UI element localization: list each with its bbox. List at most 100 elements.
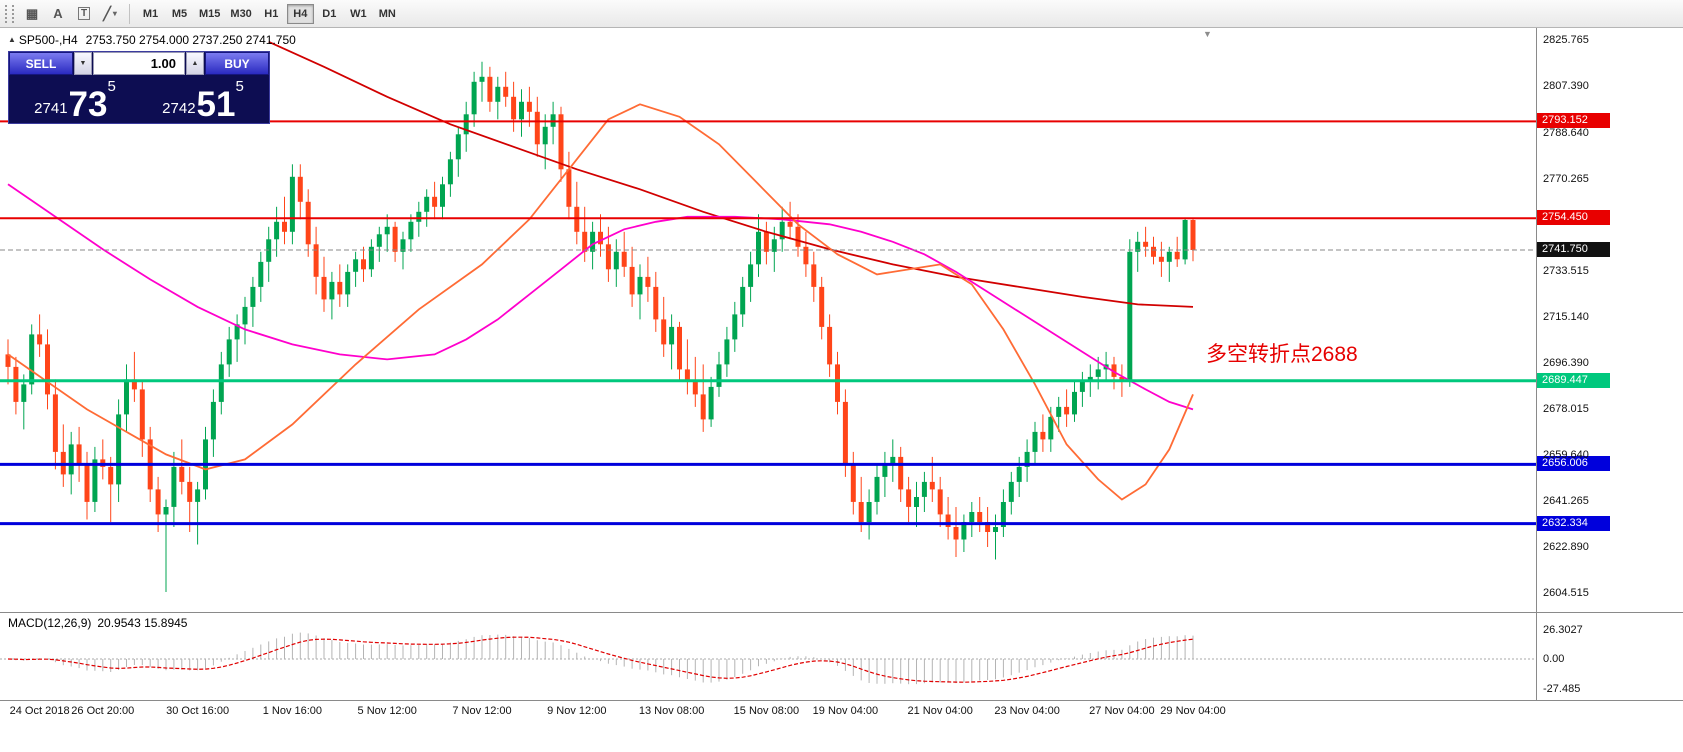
timeframe-button-h1[interactable]: H1 <box>258 4 285 24</box>
candle-body <box>416 211 422 222</box>
macd-plot-layer <box>0 632 1536 685</box>
candle-body <box>1079 381 1085 392</box>
candle-body <box>724 339 730 365</box>
candle-body <box>305 201 311 245</box>
macd-values: 20.9543 15.8945 <box>97 616 188 630</box>
timeframe-button-m15[interactable]: M15 <box>195 4 224 24</box>
timeframe-button-h4[interactable]: H4 <box>286 3 314 24</box>
candle-body <box>1135 241 1141 252</box>
macd-separator[interactable] <box>0 612 1683 613</box>
candle-body <box>68 444 74 475</box>
axis-divider <box>1536 28 1537 700</box>
candle-body <box>195 489 201 502</box>
candle-body <box>361 259 366 270</box>
candle-body <box>1040 431 1046 440</box>
volume-increase-button[interactable]: ▲ <box>186 52 204 75</box>
candle-body <box>329 281 335 300</box>
candle-body <box>740 286 746 315</box>
candle-body <box>171 466 177 507</box>
volume-input[interactable] <box>93 52 185 75</box>
timeframe-button-mn[interactable]: MN <box>374 4 401 24</box>
draw-line-button[interactable]: ╱ ▾ <box>98 3 122 25</box>
ma-line-fast-orange[interactable] <box>7 103 1194 501</box>
candle-body <box>234 324 240 340</box>
candle-body <box>969 512 975 522</box>
chart-grid-icon: ▦ <box>25 5 39 21</box>
price-axis[interactable] <box>1537 28 1683 700</box>
candle-body <box>898 456 904 490</box>
bid-sup-digit: 5 <box>107 78 116 95</box>
candle-body <box>937 489 943 515</box>
candle-body <box>637 276 643 295</box>
ma-line-slow-red[interactable] <box>268 40 1194 308</box>
timeframe-button-d1[interactable]: D1 <box>316 4 343 24</box>
candle-body <box>858 502 864 522</box>
candle-body <box>13 366 19 402</box>
candle-body <box>961 522 967 540</box>
candle-body <box>282 221 287 232</box>
candle-body <box>52 394 58 452</box>
arrow-label-button[interactable]: A <box>46 3 70 25</box>
bid-small-digits: 2741 <box>34 100 68 117</box>
candle-body <box>803 246 809 265</box>
candle-body <box>1143 241 1149 247</box>
time-axis[interactable] <box>0 701 1683 752</box>
candle-body <box>993 527 998 532</box>
candle-body <box>677 326 682 370</box>
candle-body <box>921 481 927 497</box>
candle-body <box>1095 369 1101 377</box>
timeframe-button-w1[interactable]: W1 <box>345 4 372 24</box>
bid-ask-display: 2741 73 5 2742 51 5 <box>9 75 269 123</box>
candle-body <box>756 231 761 265</box>
timeframe-button-m5[interactable]: M5 <box>166 4 193 24</box>
candle-body <box>1000 502 1006 527</box>
candle-body <box>669 326 675 345</box>
timeframe-button-m1[interactable]: M1 <box>137 4 164 24</box>
timeframe-button-m30[interactable]: M30 <box>226 4 255 24</box>
chart-grid-button[interactable]: ▦ <box>20 3 44 25</box>
candle-body <box>408 221 414 240</box>
candle-body <box>661 319 667 345</box>
candle-body <box>771 239 777 252</box>
candle-body <box>250 286 256 307</box>
buy-button[interactable]: BUY <box>205 52 269 75</box>
chart-text-annotation[interactable]: 多空转折点2688 <box>1206 343 1358 366</box>
chart-shift-marker-icon: ▼ <box>1203 29 1212 39</box>
sell-button[interactable]: SELL <box>9 52 73 75</box>
candle-body <box>526 101 532 112</box>
toolbar-drag-handle[interactable] <box>5 4 14 23</box>
ask-big-digits: 51 <box>196 85 236 125</box>
candle-body <box>1008 481 1014 502</box>
candle-body <box>653 286 659 320</box>
candle-body <box>1182 220 1188 260</box>
candle-body <box>155 489 161 515</box>
candle-body <box>953 527 959 540</box>
candle-body <box>45 344 50 395</box>
candle-body <box>5 354 11 367</box>
candle-body <box>929 481 935 490</box>
trendline-icon: ╱ <box>103 5 111 21</box>
macd-title: MACD(12,26,9) <box>8 616 92 630</box>
volume-decrease-button[interactable]: ▼ <box>74 52 92 75</box>
candle-body <box>819 286 825 327</box>
chevron-down-icon: ▾ <box>112 9 117 18</box>
candle-body <box>1111 364 1117 377</box>
candle-body <box>945 514 951 527</box>
candle-body <box>748 264 754 287</box>
candle-body <box>558 114 564 170</box>
candle-body <box>116 414 122 485</box>
ma-line-mid-magenta[interactable] <box>7 183 1194 411</box>
ask-price: 2742 51 5 <box>139 75 267 125</box>
candle-body <box>977 512 983 522</box>
candle-body <box>242 306 248 325</box>
candle-body <box>297 176 303 202</box>
candle-body <box>503 86 509 97</box>
candle-body <box>487 76 493 102</box>
candle-body <box>1174 251 1180 260</box>
candle-body <box>1127 251 1133 382</box>
text-label-button[interactable]: T <box>72 3 96 25</box>
candle-body <box>566 169 572 207</box>
candle-body <box>479 76 485 82</box>
candle-body <box>684 369 690 382</box>
